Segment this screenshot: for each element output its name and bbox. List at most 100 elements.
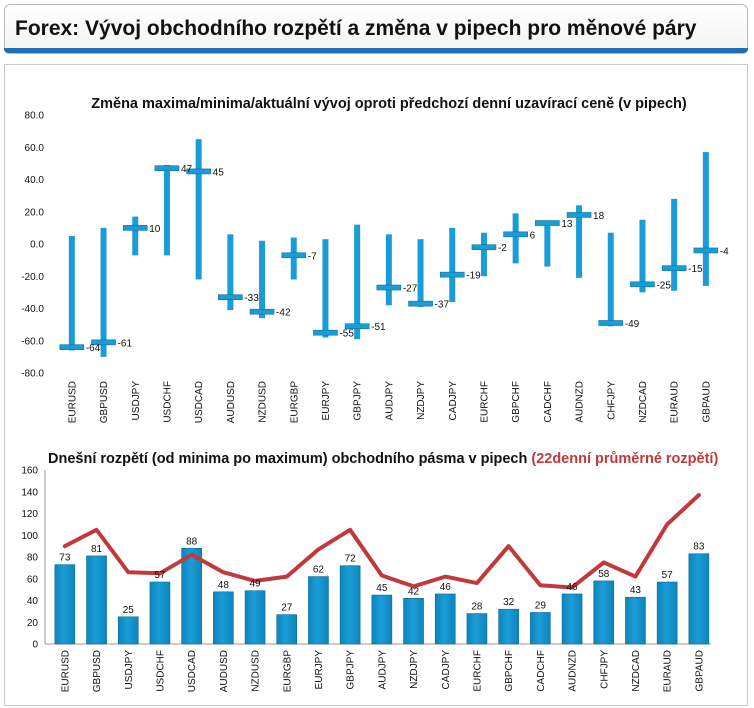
range-chart-bar — [244, 590, 266, 645]
change-chart-range-bar — [639, 219, 646, 293]
range-chart-x-tick: GBPCHF — [504, 650, 515, 692]
change-chart-x-tick: CADCHF — [543, 381, 554, 423]
change-chart-current-marker — [249, 308, 275, 315]
range-chart-x-axis: EURUSD GBPUSD USDJPY USDCHF USDCAD AUDUSD NZDU… — [60, 650, 705, 693]
range-chart-x-tick: AUDJPY — [377, 650, 388, 690]
change-chart-current-marker — [344, 323, 370, 330]
change-chart-range-bar — [68, 235, 75, 351]
change-chart-y-tick: 20.0 — [25, 207, 45, 218]
change-chart-range-bar — [671, 198, 678, 291]
range-chart-x-tick: CADJPY — [441, 650, 452, 690]
range-chart-data-label: 43 — [630, 585, 642, 596]
range-chart-y-tick: 0 — [32, 640, 38, 651]
change-chart-range-bar — [449, 227, 456, 303]
change-chart-data-label: 13 — [561, 219, 573, 230]
range-chart-x-tick: EURUSD — [60, 650, 71, 692]
change-chart-current-marker — [661, 265, 687, 271]
change-chart-data-label: -27 — [403, 284, 418, 295]
range-chart-data-label: 42 — [408, 586, 420, 597]
range-chart-bar — [339, 565, 361, 645]
change-chart-current-marker — [186, 168, 211, 175]
change-chart-x-tick: USDCHF — [162, 381, 173, 423]
range-chart-x-tick: USDCAD — [187, 650, 198, 692]
change-chart-x-tick: USDJPY — [131, 381, 142, 421]
change-chart: Změna maxima/minima/aktuální vývoj oprot… — [21, 96, 729, 423]
range-chart-bar — [625, 596, 646, 645]
change-chart-current-marker — [59, 344, 85, 351]
range-chart-title-highlight: (22denní průměrné rozpětí) — [531, 451, 718, 467]
range-chart-data-label: 46 — [440, 582, 452, 593]
change-chart-current-markers — [59, 165, 719, 351]
change-chart-data-label: -7 — [308, 251, 317, 262]
change-chart-y-tick: 40.0 — [25, 175, 45, 186]
range-chart-x-tick: USDCHF — [155, 650, 166, 692]
change-chart-x-tick: EURUSD — [67, 381, 78, 423]
range-chart-bar — [181, 547, 202, 645]
range-chart-y-tick: 120 — [21, 509, 38, 520]
range-chart-data-label: 48 — [218, 580, 230, 591]
change-chart-current-marker — [471, 244, 497, 251]
change-chart-x-tick: GBPCHF — [511, 381, 522, 423]
change-chart-range-bar — [163, 164, 170, 256]
change-chart-x-tick: AUDNZD — [575, 381, 586, 423]
change-chart-data-label: -42 — [276, 308, 291, 319]
change-chart-y-tick: 60.0 — [25, 143, 45, 154]
range-chart-x-tick: EURGBP — [282, 650, 293, 693]
change-chart-data-label: -2 — [498, 243, 507, 254]
range-chart-data-label: 83 — [693, 542, 705, 553]
range-chart-x-tick: NZDJPY — [409, 650, 420, 689]
page-title: Forex: Vývoj obchodního rozpětí a změna … — [15, 17, 697, 40]
change-chart-current-marker — [503, 231, 528, 238]
change-chart-y-tick: 80.0 — [25, 111, 45, 122]
change-chart-data-label: -19 — [466, 271, 481, 282]
change-chart-current-marker — [281, 252, 307, 259]
change-chart-range-bar — [385, 234, 392, 306]
range-chart-x-tick: GBPJPY — [346, 650, 357, 690]
change-chart-x-tick: GBPJPY — [353, 381, 364, 421]
header-accent-stripe — [4, 48, 748, 53]
range-chart-data-label: 27 — [281, 603, 293, 614]
change-chart-data-label: -64 — [86, 343, 101, 354]
range-chart-x-tick: CADCHF — [536, 650, 547, 692]
change-chart-x-tick: AUDUSD — [226, 381, 237, 423]
change-chart-range-bar — [132, 216, 139, 256]
change-chart-x-tick: NZDUSD — [258, 381, 269, 423]
range-chart-x-tick: EURCHF — [472, 650, 483, 692]
change-chart-range-bar — [195, 139, 202, 280]
change-chart-range-bar — [290, 237, 297, 280]
range-chart-bar — [117, 616, 139, 645]
range-chart-data-label: 57 — [154, 570, 166, 581]
range-chart-bar — [656, 581, 678, 645]
header-bar: Forex: Vývoj obchodního rozpětí a změna … — [4, 4, 748, 54]
range-chart-x-tick: NZDCAD — [631, 650, 642, 692]
change-chart-range-bar — [702, 152, 709, 286]
range-chart-bar — [86, 555, 107, 645]
range-chart-bar — [688, 553, 710, 645]
range-chart-bar — [149, 581, 171, 645]
change-chart-data-label: 6 — [530, 230, 536, 241]
range-chart-x-tick: EURAUD — [663, 650, 674, 692]
change-chart-x-tick: GBPUSD — [99, 381, 110, 423]
range-chart-x-tick: GBPUSD — [92, 650, 103, 692]
change-chart-range-bar — [607, 232, 614, 327]
change-chart-title: Změna maxima/minima/aktuální vývoj oprot… — [91, 96, 687, 112]
change-chart-x-tick: CADJPY — [448, 381, 459, 421]
change-chart-data-label: -61 — [118, 338, 133, 349]
change-chart-data-label: -4 — [720, 246, 729, 257]
change-chart-range-bar — [354, 224, 361, 340]
change-chart-current-marker — [598, 320, 624, 326]
change-chart-current-marker — [91, 339, 116, 346]
change-chart-range-bar — [100, 227, 107, 357]
change-chart-data-labels: -64 -61 10 47 45 -33 -42 -7 -55 -51 -27 -37 -19 -2 6 13… — [86, 164, 729, 354]
range-chart-data-label: 49 — [249, 579, 261, 590]
range-chart-bar — [498, 608, 519, 645]
change-chart-data-label: -25 — [656, 280, 671, 291]
range-chart: Dnešní rozpětí (od minima po maximum) ob… — [21, 451, 718, 692]
change-chart-x-tick: USDCAD — [194, 381, 205, 423]
change-chart-x-tick: CHFJPY — [606, 381, 617, 420]
range-chart-data-label: 57 — [662, 570, 674, 581]
range-chart-data-label: 58 — [598, 569, 610, 580]
change-chart-x-tick: EURGBP — [289, 381, 300, 424]
range-chart-bar — [466, 613, 488, 645]
range-chart-data-label: 28 — [471, 602, 483, 613]
